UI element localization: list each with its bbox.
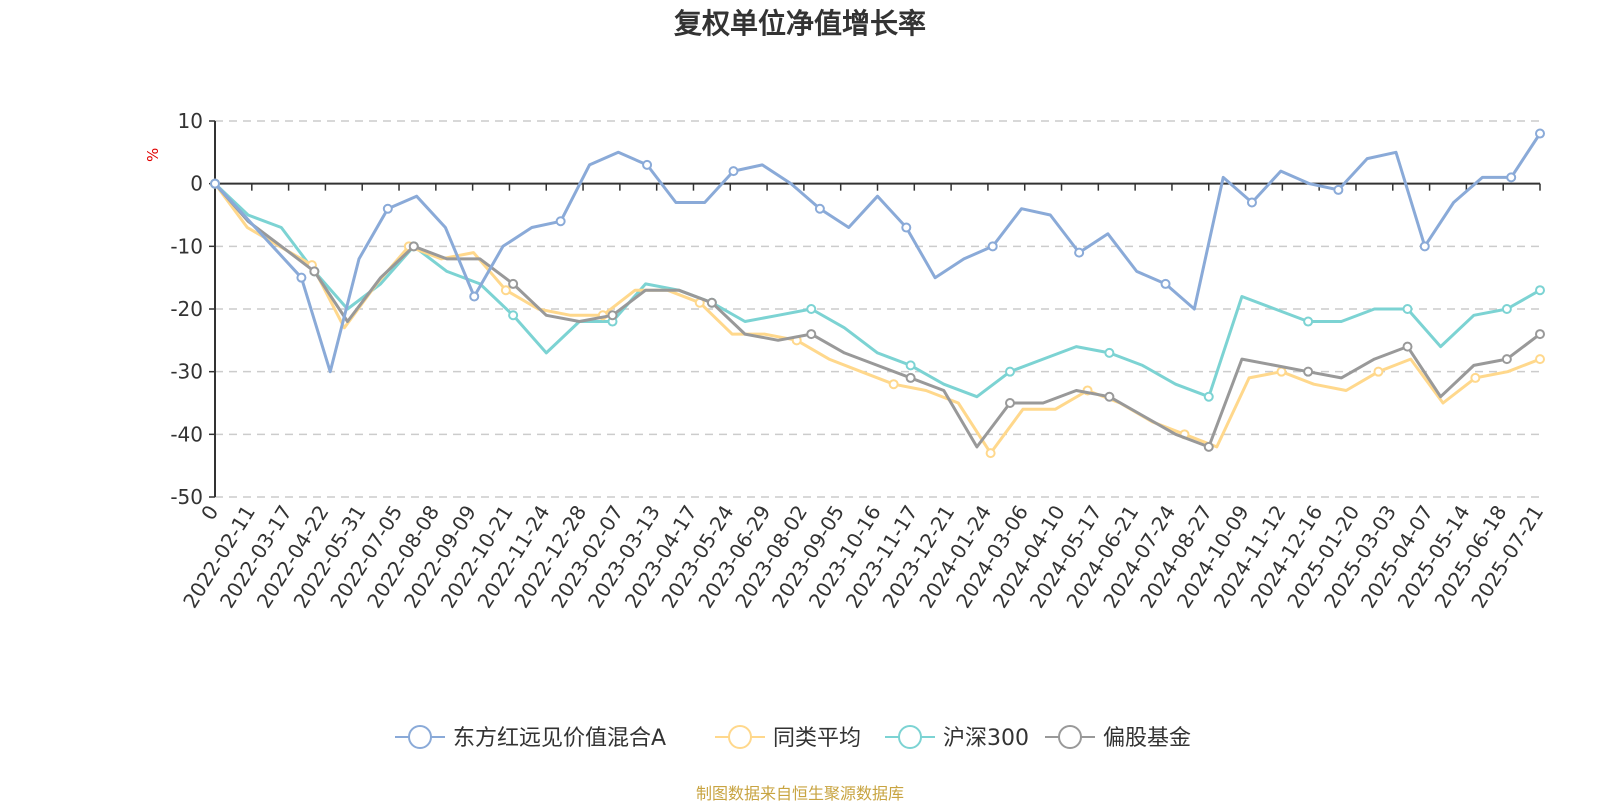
series-0-point-24: [901, 222, 912, 233]
series-line-0: [213, 132, 1542, 374]
data-source-note: 制图数据来自恒生聚源数据库: [695, 784, 904, 803]
series-0-point-21: [814, 203, 825, 214]
legend-item-1[interactable]: 同类平均: [715, 725, 861, 751]
series-3-point-6: [408, 241, 419, 252]
series-3-point-27: [1104, 391, 1115, 402]
series-1-point-39: [1470, 372, 1481, 383]
series-3-point-33: [1303, 366, 1314, 377]
series-1-point-33: [1276, 366, 1287, 377]
legend-label-1: 同类平均: [773, 726, 861, 751]
series-0-point-36: [1246, 197, 1257, 208]
series-line-3: [213, 182, 1541, 449]
y-tick-label-0: 10: [178, 109, 203, 133]
series-2-point-40: [1535, 285, 1545, 296]
series-3-point-9: [508, 278, 519, 289]
series-line-1: [213, 182, 1541, 455]
legend-label-2: 沪深300: [943, 726, 1029, 751]
series-0-point-9: [469, 291, 480, 302]
series-3-point-15: [706, 297, 717, 308]
series-3-point-40: [1535, 329, 1545, 340]
legend-label-3: 偏股基金: [1103, 726, 1191, 751]
x-tick-label-0: 0: [196, 501, 223, 525]
series-3-point-30: [1203, 441, 1214, 452]
y-tick-label-3: -20: [170, 297, 203, 321]
series-2-point-39: [1501, 304, 1512, 314]
series-0-point-45: [1506, 172, 1517, 183]
legend-marker-0: [408, 725, 432, 749]
series-2-point-30: [1203, 391, 1214, 402]
series-1-point-24: [985, 448, 996, 459]
series-2-point-24: [1005, 366, 1015, 377]
series-2-point-27: [1104, 347, 1115, 358]
series-0-point-0: [210, 178, 220, 189]
series-3-point-3: [309, 266, 320, 277]
series-1-point-9: [500, 285, 511, 296]
series-3-point-21: [905, 372, 916, 383]
series-2-point-33: [1303, 316, 1314, 327]
series-1-point-21: [888, 379, 899, 390]
series-1-point-41: [1535, 354, 1545, 365]
series-0-point-6: [382, 203, 393, 214]
y-tick-label-6: -50: [170, 485, 203, 509]
y-tick-label-4: -30: [170, 360, 203, 384]
y-tick-label-2: -10: [170, 234, 203, 258]
y-axis-unit: %: [144, 148, 162, 162]
y-tick-label-5: -40: [170, 422, 203, 446]
series-2-point-36: [1402, 304, 1413, 314]
series-2-point-9: [508, 310, 519, 321]
legend-marker-2: [898, 725, 922, 749]
series-0-point-46: [1535, 128, 1545, 139]
series-0-point-3: [296, 272, 307, 283]
chart-title: 复权单位净值增长率: [673, 7, 926, 40]
legend-marker-1: [728, 725, 752, 749]
legend-label-0: 东方红远见价值混合A: [453, 726, 666, 751]
series-3-point-36: [1402, 341, 1413, 352]
series-line-2: [213, 182, 1541, 399]
series-0-point-12: [555, 216, 566, 227]
legend[interactable]: 东方红远见价值混合A 同类平均 沪深300 偏股基金: [395, 725, 1191, 751]
series-2-point-18: [806, 304, 817, 314]
series-2-point-21: [905, 360, 916, 371]
legend-marker-3: [1058, 725, 1082, 749]
y-tick-label-1: 0: [190, 172, 203, 196]
series-lines: [210, 128, 1545, 459]
legend-item-0[interactable]: 东方红远见价值混合A: [395, 725, 666, 751]
series-0-point-27: [987, 241, 998, 252]
legend-item-2[interactable]: 沪深300: [885, 725, 1029, 751]
series-1-point-36: [1373, 366, 1384, 377]
series-0-point-39: [1333, 184, 1344, 195]
series-3-point-18: [806, 329, 817, 340]
legend-item-3[interactable]: 偏股基金: [1045, 725, 1191, 751]
series-0-point-15: [642, 159, 653, 170]
series-0-point-33: [1160, 278, 1171, 289]
series-0-point-18: [728, 166, 739, 177]
series-0-point-42: [1419, 241, 1430, 252]
line-chart: 100-10-20-30-40-5002022-02-112022-03-172…: [144, 109, 1548, 751]
series-3-point-12: [607, 310, 618, 321]
series-3-point-39: [1501, 354, 1512, 365]
grid-lines: [215, 120, 1540, 498]
series-0-point-30: [1074, 247, 1085, 258]
series-3-point-24: [1005, 398, 1015, 408]
